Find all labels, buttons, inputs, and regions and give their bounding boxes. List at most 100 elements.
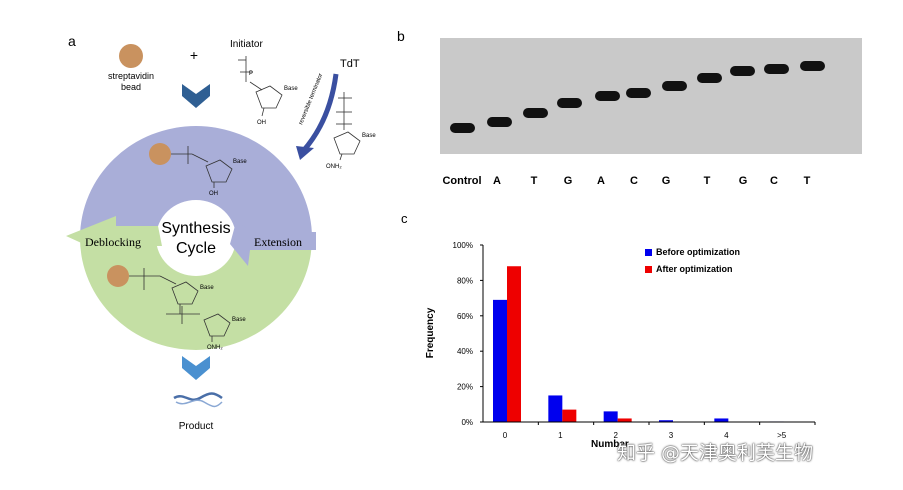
- bar-after-1: [562, 409, 577, 422]
- bars: [493, 266, 784, 422]
- ring-bottom-onh2: ONH₂: [207, 345, 223, 351]
- tdt-label: TdT: [340, 58, 360, 70]
- terminator-base: Base: [362, 133, 376, 139]
- panel-b-label-box: b: [397, 28, 405, 44]
- y-tick-label: 20%: [457, 383, 473, 392]
- ring-bottom-base-1: Base: [200, 285, 214, 291]
- tdt-curved-arrow: [302, 73, 339, 152]
- initiator-molecule-icon: [238, 56, 283, 117]
- dna-product-icon: [173, 392, 223, 401]
- frequency-chart: c Frequency 0% 20% 40% 60% 80% 100% 0 1 2 3 4 >5 N…: [401, 211, 816, 450]
- bar-after-0: [507, 266, 521, 422]
- ring-bottom-half: [80, 238, 312, 350]
- lane-label-8: G: [739, 175, 748, 187]
- gel-band-6: [662, 81, 687, 91]
- lane-label-0: Control: [442, 175, 481, 187]
- initiator-label: Initiator: [230, 39, 263, 50]
- panel-c: c Frequency 0% 20% 40% 60% 80% 100% 0 1 2 3 4 >5 N…: [395, 205, 903, 485]
- y-tick-label: 100%: [453, 241, 473, 250]
- terminator-onh2: ONH₂: [326, 164, 342, 170]
- panel-c-label: c: [401, 211, 408, 226]
- tdt-arrowhead-icon: [296, 146, 314, 160]
- synthesis-cycle-diagram: a streptavidin bead + Initiator P Base O…: [66, 33, 376, 432]
- y-axis-label: Frequency: [425, 307, 436, 358]
- ring-top-oh: OH: [209, 191, 218, 197]
- cycle-title-line2: Cycle: [176, 240, 216, 257]
- gel-band-4: [595, 91, 620, 101]
- cycle-title-line1: Synthesis: [161, 220, 230, 237]
- legend-swatch-0: [645, 249, 652, 256]
- lane-label-3: G: [564, 175, 573, 187]
- legend: Before optimization After optimization: [645, 247, 740, 274]
- ring-top-half: [80, 126, 312, 238]
- bar-before-4: [714, 418, 729, 422]
- lane-label-6: G: [662, 175, 671, 187]
- lane-label-7: T: [704, 175, 711, 187]
- x-tick-label: 0: [503, 431, 508, 440]
- ring-bottom-base-2: Base: [232, 317, 246, 323]
- down-chevron-icon: [182, 84, 210, 108]
- lane-label-9: C: [770, 175, 778, 187]
- bead-label-line1: streptavidin: [108, 71, 154, 81]
- ring-bottom-dinucleotide-icon: [129, 268, 231, 342]
- x-tick-label: 2: [613, 431, 618, 440]
- extension-arrow: [230, 222, 316, 266]
- plus-sign: +: [190, 47, 198, 63]
- lane-label-4: A: [597, 175, 605, 187]
- lane-label-5: C: [630, 175, 638, 187]
- deblocking-arrow: [66, 216, 162, 256]
- panel-a-label: a: [68, 33, 76, 49]
- gel-band-10: [800, 61, 825, 71]
- lane-label-1: A: [493, 175, 501, 187]
- lane-label-2: T: [531, 175, 538, 187]
- lane-label-10: T: [804, 175, 811, 187]
- initiator-p: P: [249, 71, 253, 77]
- x-ticks: 0 1 2 3 4 >5: [503, 422, 816, 440]
- ring-top-base: Base: [233, 159, 247, 165]
- ring-bottom-bead-icon: [107, 265, 129, 287]
- legend-label-1: After optimization: [656, 264, 733, 274]
- bar-before-1: [548, 395, 563, 422]
- x-tick-label: 4: [724, 431, 729, 440]
- bar-before-0: [493, 299, 507, 422]
- bead-label-line2: bead: [121, 82, 141, 92]
- x-axis-label: Number: [591, 439, 629, 450]
- panel-a: a streptavidin bead + Initiator P Base O…: [0, 0, 420, 485]
- down-chevron-bottom-icon: [182, 356, 210, 380]
- terminator-molecule-icon: [333, 92, 361, 161]
- streptavidin-bead-icon: [119, 44, 143, 68]
- initiator-base: Base: [284, 86, 298, 92]
- initiator-oh: OH: [257, 120, 266, 126]
- extension-label: Extension: [254, 235, 302, 249]
- y-tick-label: 80%: [457, 276, 473, 285]
- gel-band-7: [697, 73, 722, 83]
- gel-band-3: [557, 98, 582, 108]
- dna-product-strand2: [175, 399, 223, 408]
- gel-band-2: [523, 108, 548, 118]
- legend-label-0: Before optimization: [656, 247, 740, 257]
- bar-before-2: [603, 411, 618, 422]
- y-tick-label: 0%: [461, 418, 473, 427]
- gel-band-8: [730, 66, 755, 76]
- ring-top-nucleotide-icon: [171, 146, 233, 188]
- x-tick-label: >5: [777, 431, 787, 440]
- y-tick-label: 60%: [457, 312, 473, 321]
- ring-top-bead-icon: [149, 143, 171, 165]
- y-tick-label: 40%: [457, 347, 473, 356]
- bar-after-2: [617, 418, 632, 422]
- product-label: Product: [179, 421, 214, 432]
- legend-swatch-1: [645, 266, 652, 273]
- x-tick-label: 1: [558, 431, 563, 440]
- x-tick-label: 3: [669, 431, 674, 440]
- watermark: 知乎 @天津奥利芙生物: [617, 442, 814, 464]
- gel-bands: [450, 61, 825, 133]
- panel-b: b Control A T G A C G T G C T: [398, 0, 903, 200]
- y-ticks: 0% 20% 40% 60% 80% 100%: [453, 241, 483, 427]
- bar-before-3: [659, 420, 673, 422]
- reversible-terminator-label: reversible terminator: [298, 73, 324, 126]
- lane-labels: Control A T G A C G T G C T: [442, 175, 810, 187]
- gel-band-0: [450, 123, 475, 133]
- gel-band-1: [487, 117, 512, 127]
- gel-image: b Control A T G A C G T G C T: [398, 29, 862, 187]
- gel-band-9: [764, 64, 789, 74]
